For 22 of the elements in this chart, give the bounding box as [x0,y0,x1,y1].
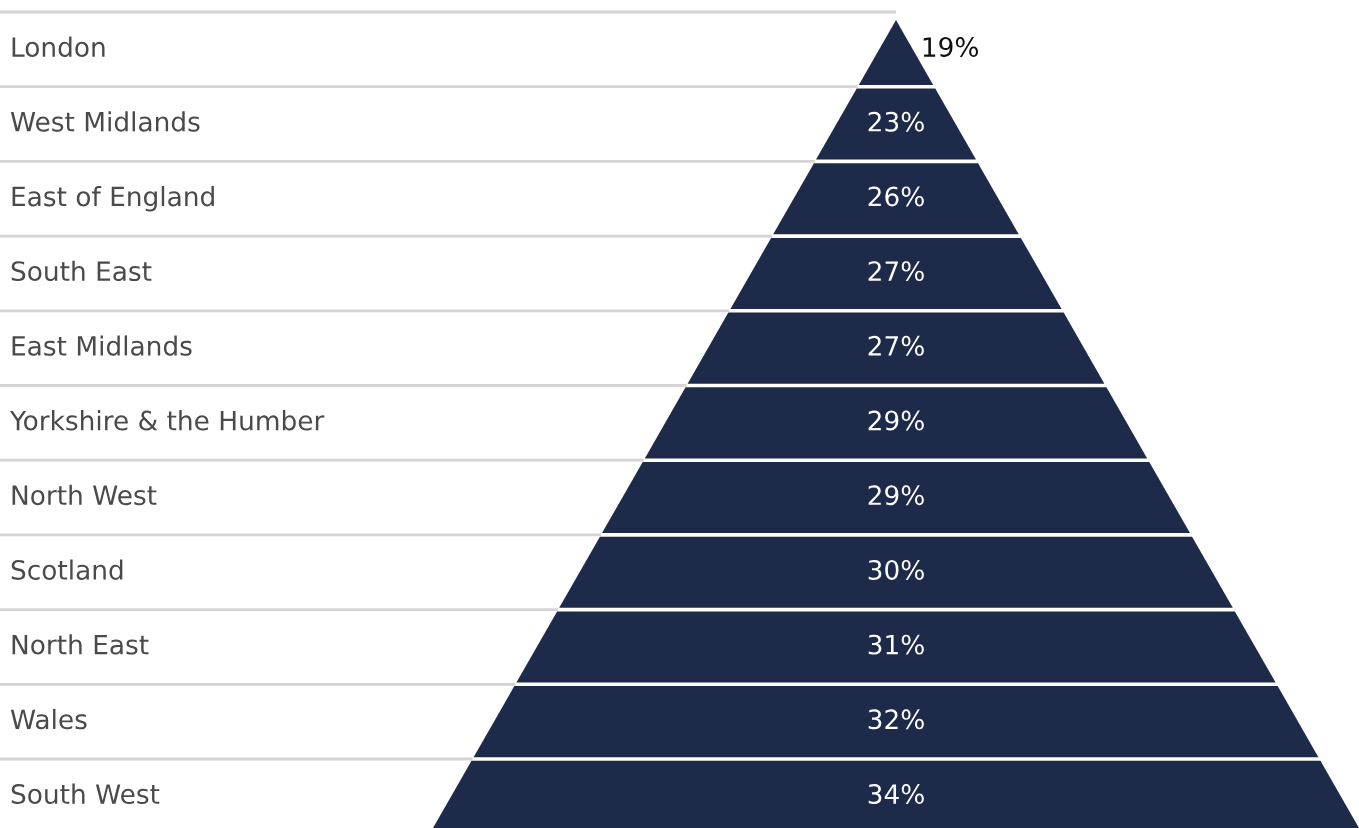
category-label: North West [12,484,157,506]
category-label: North East [12,634,149,655]
data-label: 27% [868,261,924,282]
data-label: 30% [868,559,924,580]
category-label: East of England [12,185,214,212]
category-label: East Midlands [12,335,192,356]
data-label: 26% [868,186,924,207]
category-label: South East [11,260,152,282]
data-label: 27% [868,335,924,356]
data-label: 34% [868,784,924,805]
category-label: West Midlands [10,111,200,132]
data-label: 29% [868,410,924,431]
category-label: South West [11,783,160,805]
data-label: 23% [868,111,924,132]
data-label: 32% [868,709,924,730]
data-label: 19% [923,37,979,58]
data-label: 31% [868,634,924,655]
category-label: London [12,36,105,58]
category-label: Wales [10,708,87,730]
category-label: Yorkshire & the Humber [9,410,325,431]
category-label: Scotland [11,559,123,580]
data-label: 29% [868,485,924,506]
